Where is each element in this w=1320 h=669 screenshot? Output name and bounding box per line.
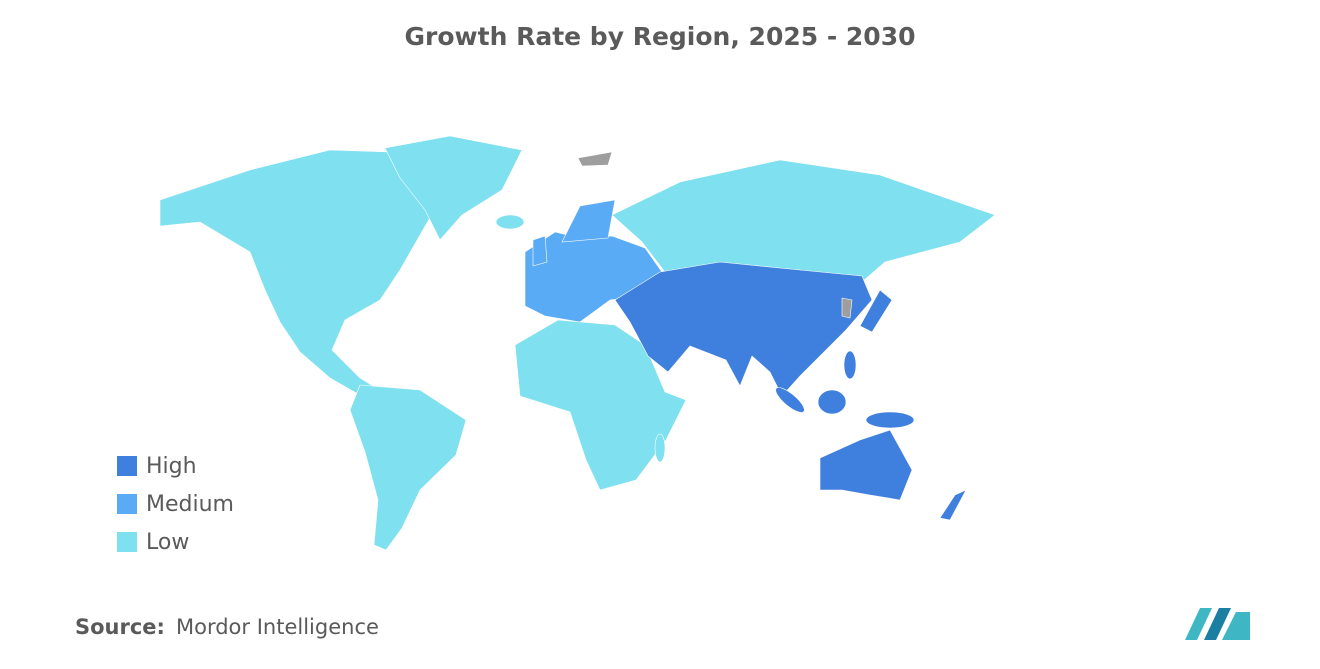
russia [611, 159, 996, 283]
north-america [159, 149, 441, 403]
svalbard-no-data [577, 151, 613, 167]
source-label: Source: [75, 615, 165, 639]
borneo [817, 389, 847, 415]
legend-label: Low [146, 530, 189, 555]
world-map [159, 135, 996, 551]
legend-swatch [117, 456, 137, 476]
australia [819, 429, 913, 501]
madagascar [654, 433, 666, 463]
philippines [843, 350, 857, 380]
greenland [384, 135, 523, 241]
uk [532, 235, 548, 267]
legend-swatch [117, 532, 137, 552]
africa [514, 319, 687, 491]
korea-no-data [841, 297, 853, 319]
logo [1185, 608, 1250, 640]
new-zealand [939, 489, 967, 521]
new-guinea [865, 411, 915, 429]
legend-label: Medium [146, 492, 234, 517]
sumatra [775, 387, 805, 413]
legend-swatch [117, 494, 137, 514]
legend-label: High [146, 454, 197, 479]
iceland [495, 214, 525, 230]
scandinavia [561, 199, 616, 243]
japan [859, 289, 893, 333]
legend: High Medium Low [117, 454, 234, 555]
south-america [349, 384, 467, 551]
source-text: Mordor Intelligence [176, 615, 379, 639]
title: Growth Rate by Region, 2025 - 2030 [405, 22, 916, 51]
